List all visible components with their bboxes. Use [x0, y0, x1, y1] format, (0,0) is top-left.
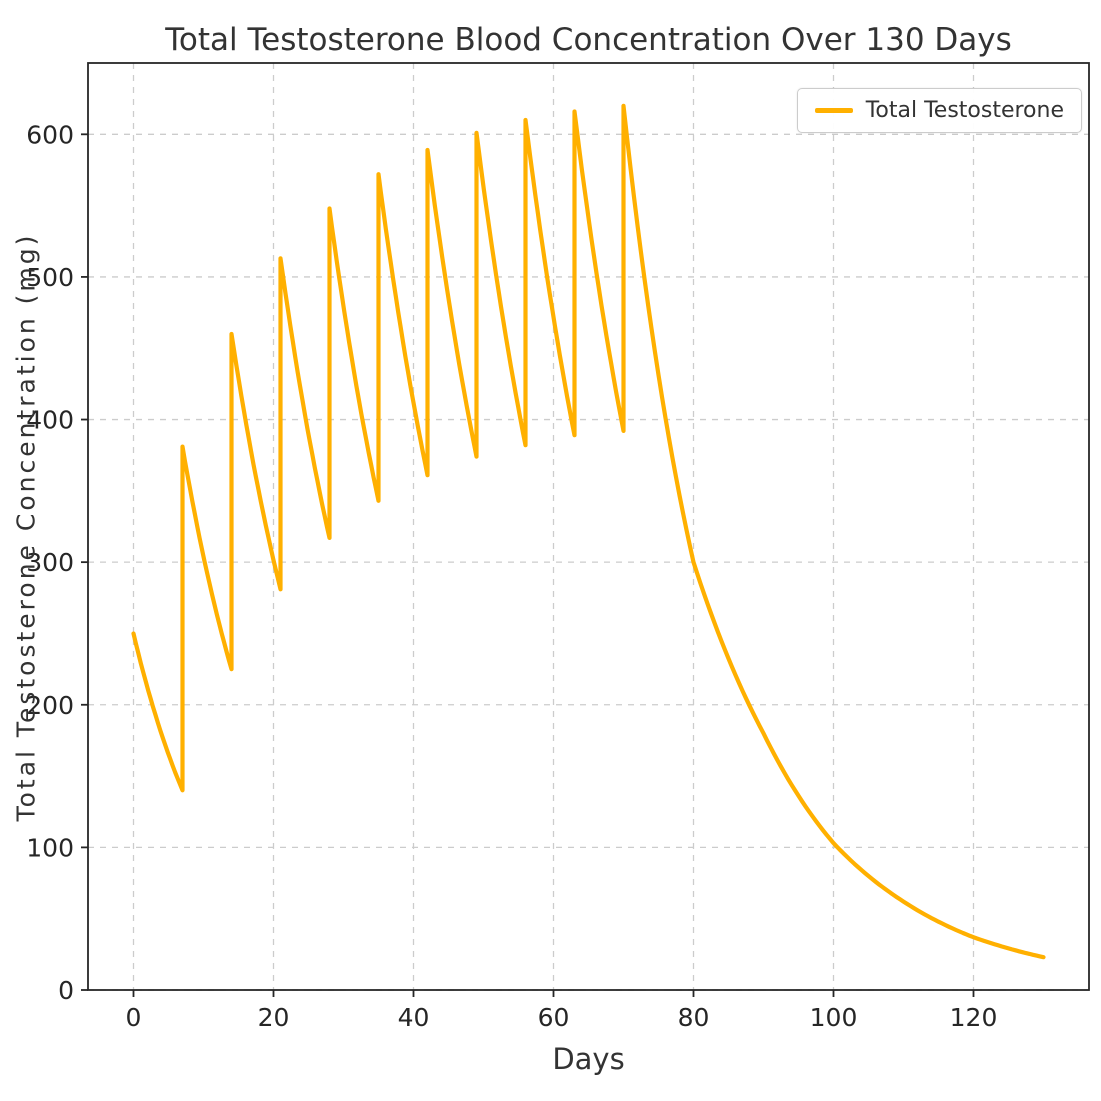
legend: Total Testosterone	[796, 88, 1082, 133]
y-tick-label: 500	[26, 263, 74, 292]
x-tick-label: 0	[126, 1003, 142, 1032]
y-tick-label: 200	[26, 691, 74, 720]
x-tick-label: 20	[258, 1003, 290, 1032]
y-tick-label: 600	[26, 120, 74, 149]
y-tick-label: 300	[26, 548, 74, 577]
chart-title: Total Testosterone Blood Concentration O…	[165, 22, 1012, 58]
x-tick-label: 120	[950, 1003, 998, 1032]
x-tick-label: 80	[678, 1003, 710, 1032]
series-line	[131, 103, 1046, 960]
legend-line-swatch	[814, 108, 853, 113]
y-tick-label: 400	[26, 406, 74, 435]
legend-label: Total Testosterone	[865, 98, 1064, 123]
y-tick-label: 0	[58, 976, 74, 1005]
plot-frame	[87, 62, 1090, 991]
y-axis-label: Total Testosterone Concentration (mg)	[11, 232, 41, 822]
x-tick-label: 40	[398, 1003, 430, 1032]
x-axis-label: Days	[552, 1042, 625, 1076]
x-tick-label: 60	[538, 1003, 570, 1032]
y-tick-label: 100	[26, 833, 74, 862]
x-tick-label: 100	[810, 1003, 858, 1032]
